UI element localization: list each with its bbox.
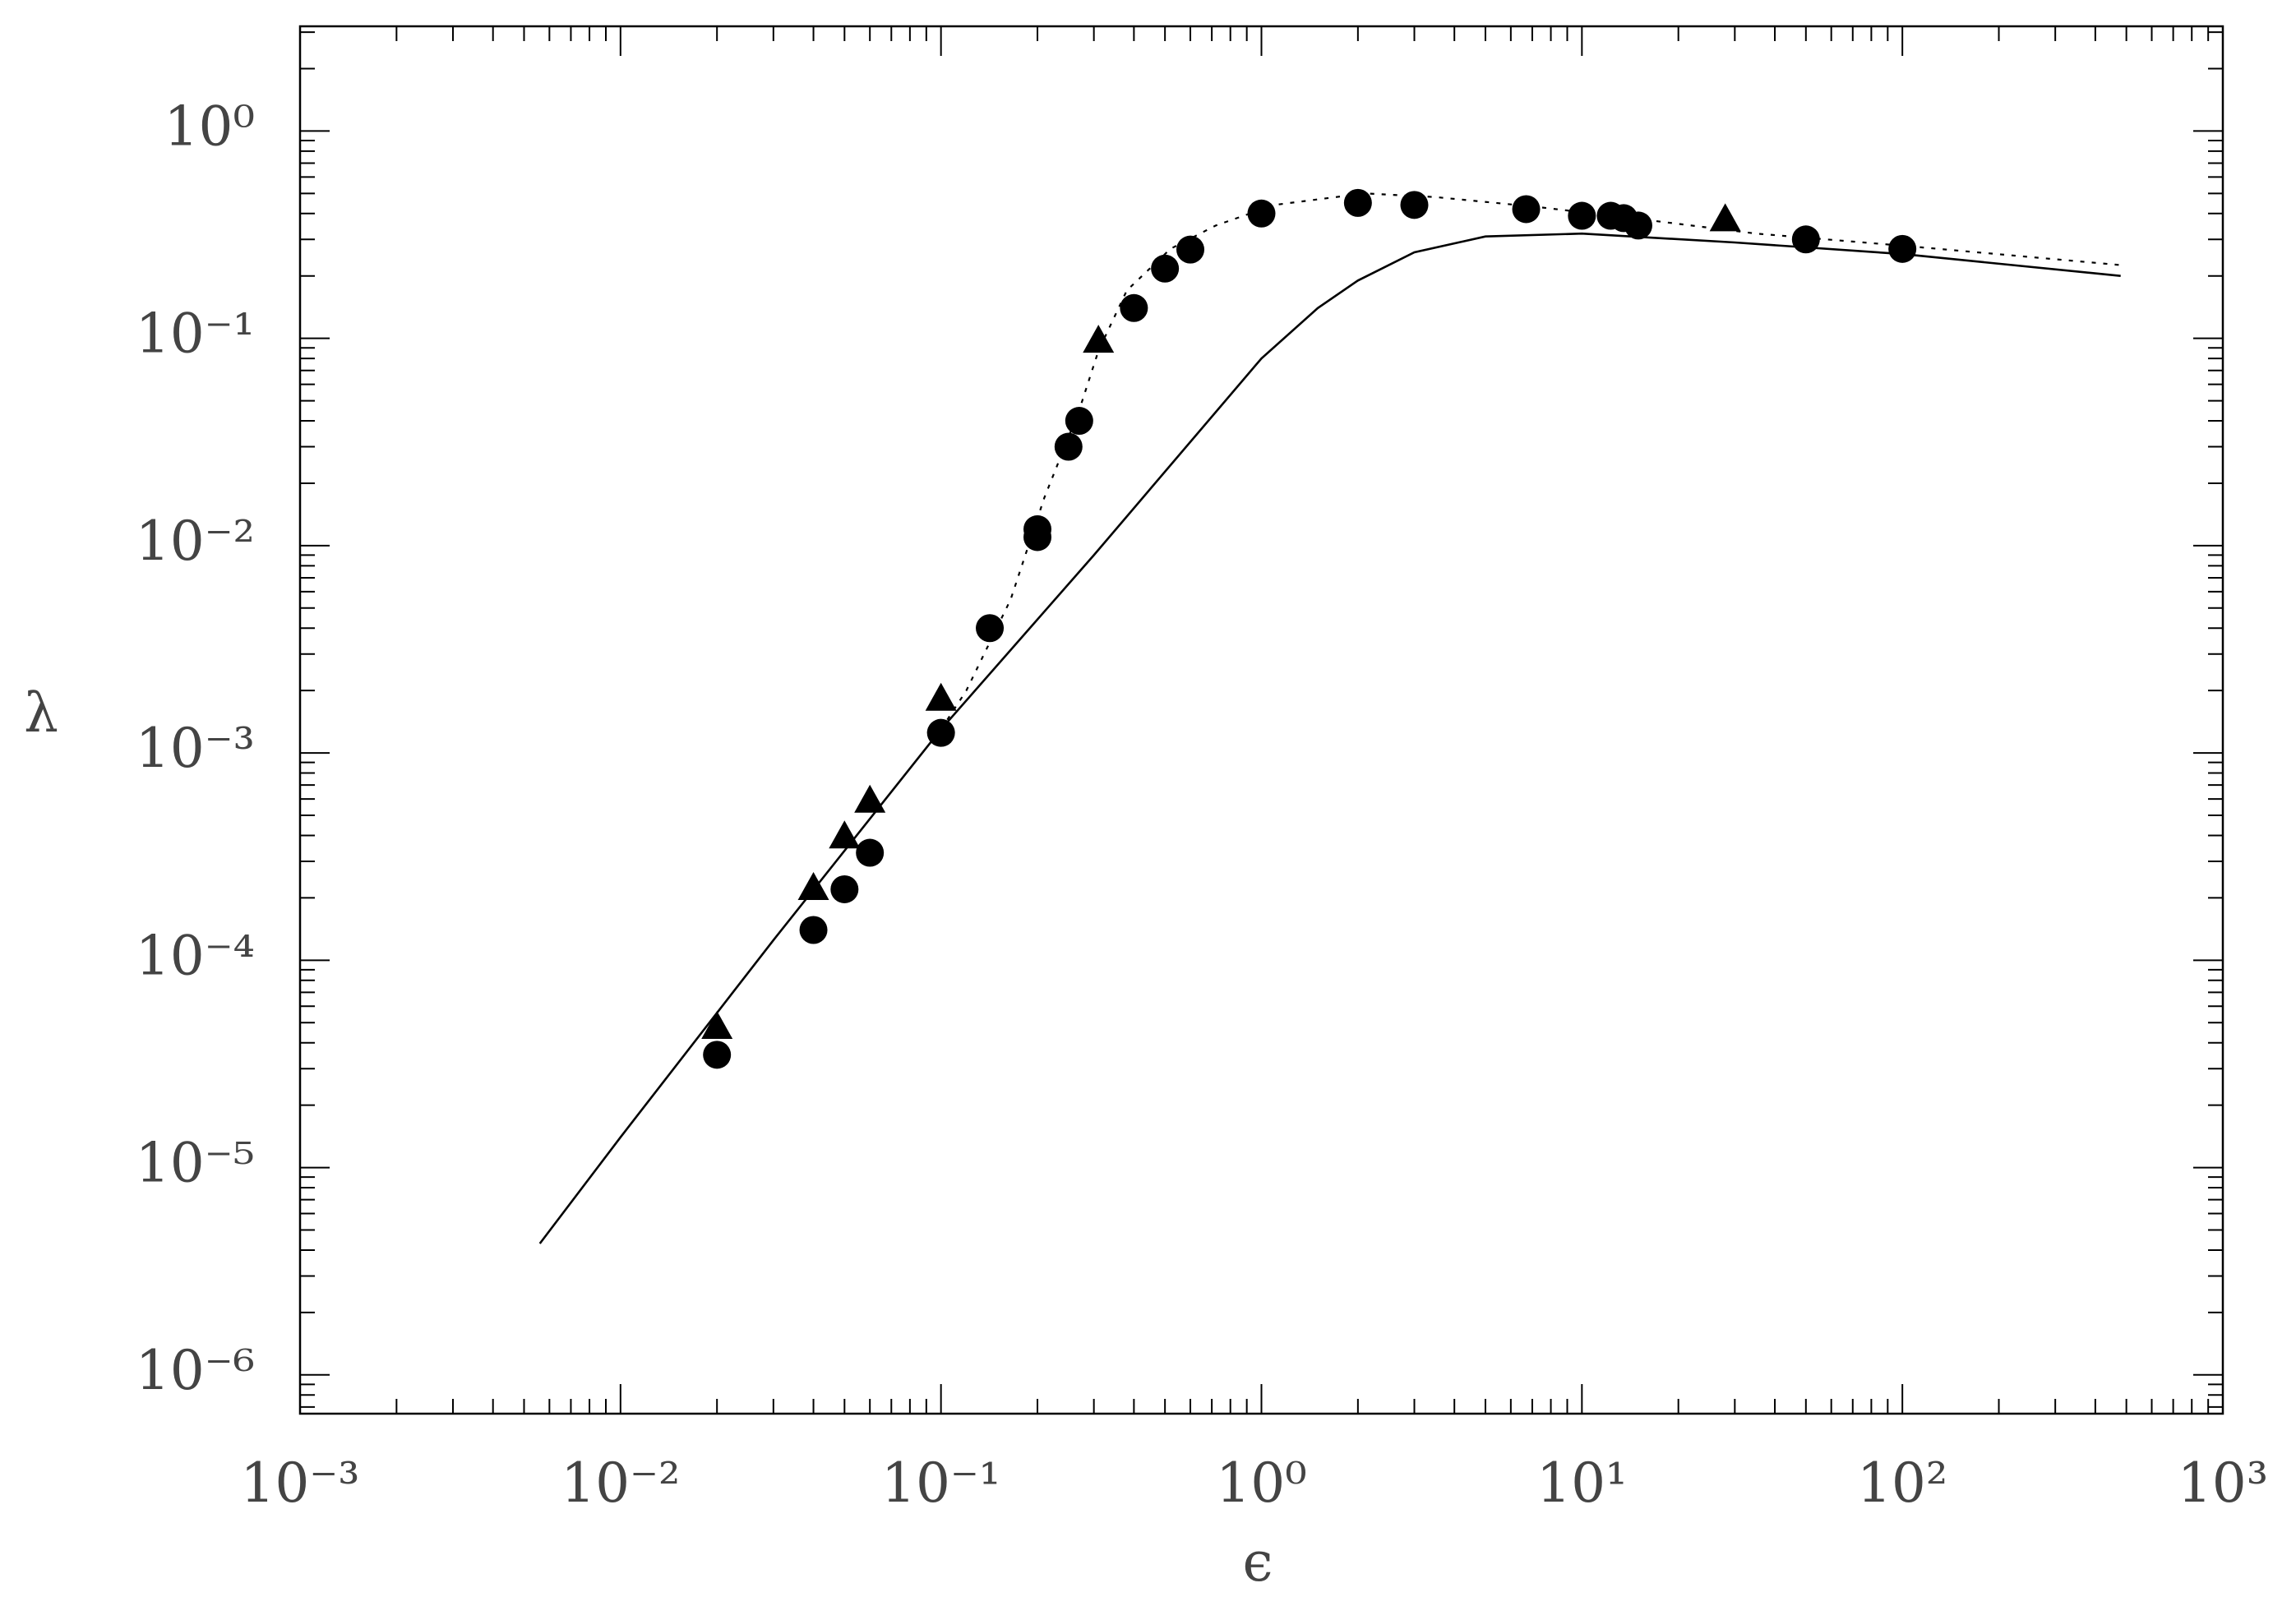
x-tick-label: 10⁻³ (240, 1451, 359, 1515)
triangle-point (797, 871, 829, 900)
triangle-point (829, 820, 861, 849)
x-axis-label: ϵ (1243, 1530, 1273, 1594)
circle-point (1512, 195, 1541, 224)
circle-point (976, 614, 1005, 643)
y-tick-label: 10⁰ (164, 95, 255, 158)
circle-point (1054, 432, 1083, 461)
circle-point (856, 838, 885, 867)
circle-point (799, 916, 828, 944)
circle-point (926, 718, 955, 747)
y-tick-label: 10⁻⁶ (136, 1339, 255, 1402)
circle-point (1023, 523, 1052, 551)
y-tick-label: 10⁻⁵ (136, 1132, 255, 1195)
triangle-point (854, 784, 886, 813)
curve (940, 192, 2124, 731)
circle-point (830, 875, 859, 903)
x-tick-label: 10⁰ (1216, 1451, 1306, 1515)
x-tick-label: 10⁻² (561, 1451, 680, 1515)
x-tick-label: 10¹ (1536, 1451, 1627, 1515)
circle-point (1888, 234, 1917, 263)
y-tick-label: 10⁻¹ (136, 302, 255, 366)
x-tick-label: 10³ (2178, 1451, 2268, 1515)
circle-point (1400, 191, 1429, 219)
circle-point (1176, 235, 1205, 264)
circle-point (703, 1041, 732, 1069)
y-axis-label: λ (24, 681, 58, 745)
circle-point (1624, 211, 1652, 240)
circle-point (1247, 199, 1276, 228)
curve (538, 232, 2121, 1244)
y-tick-label: 10⁻² (136, 510, 255, 573)
circle-point (1791, 225, 1820, 254)
triangle-point (1709, 203, 1741, 232)
triangle-point (925, 682, 957, 711)
plot-frame (298, 25, 2224, 1415)
triangle-point (1083, 325, 1115, 353)
circle-point (1343, 188, 1372, 217)
x-tick-label: 10⁻¹ (881, 1451, 1000, 1515)
circle-point (1065, 407, 1093, 436)
triangle-point (701, 1011, 733, 1040)
circle-point (1120, 293, 1148, 322)
x-tick-label: 10² (1857, 1451, 1947, 1515)
y-tick-label: 10⁻³ (136, 717, 255, 780)
y-tick-label: 10⁻⁴ (136, 924, 255, 987)
circle-point (1568, 201, 1596, 230)
circle-point (1151, 254, 1180, 283)
